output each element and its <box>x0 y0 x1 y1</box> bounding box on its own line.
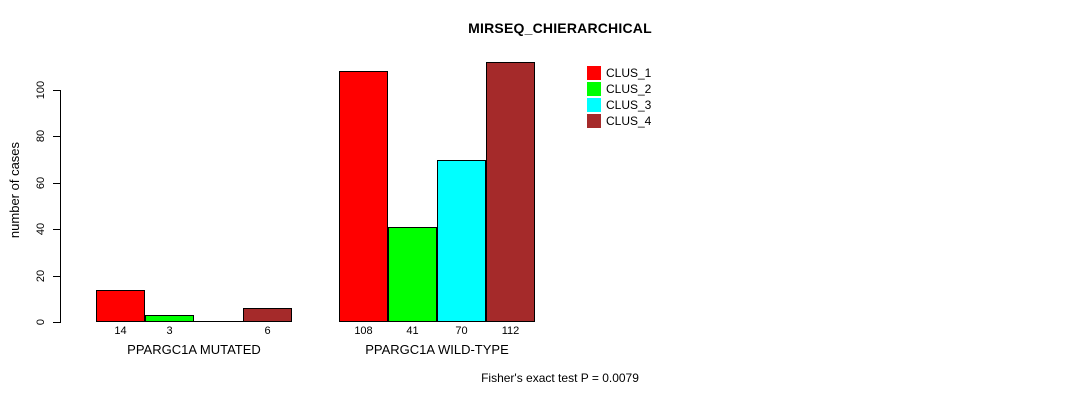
legend-label: CLUS_2 <box>606 82 652 96</box>
y-axis-tick-label: 0 <box>35 318 47 326</box>
y-axis-line <box>60 90 61 323</box>
y-axis-tick-label: 40 <box>35 223 47 236</box>
bar <box>243 308 292 322</box>
legend-item: CLUS_4 <box>587 113 651 129</box>
bar-value-label: 41 <box>406 325 419 337</box>
chart-title: MIRSEQ_CHIERARCHICAL <box>468 20 652 36</box>
legend-item: CLUS_3 <box>587 97 651 113</box>
legend-swatch-clus_3 <box>587 98 601 112</box>
legend-label: CLUS_4 <box>606 114 652 128</box>
legend-swatch-clus_1 <box>587 66 601 80</box>
y-axis-tick-label: 60 <box>35 176 47 189</box>
y-axis-tick <box>53 275 60 277</box>
fisher-test-annotation: Fisher's exact test P = 0.0079 <box>481 371 639 385</box>
bar-value-label: 14 <box>114 325 127 337</box>
bar-value-label: 112 <box>501 325 520 337</box>
y-axis-tick <box>53 136 60 138</box>
y-axis-tick <box>53 322 60 323</box>
legend-swatch-clus_4 <box>587 114 601 128</box>
y-axis-label: number of cases <box>7 141 22 239</box>
y-axis-tick-label: 100 <box>35 80 47 100</box>
legend-item: CLUS_1 <box>587 65 651 81</box>
bar-value-label: 3 <box>166 325 173 337</box>
bar <box>437 159 486 322</box>
group-label: PPARGC1A MUTATED <box>127 342 261 357</box>
y-axis-tick <box>53 90 60 91</box>
bar <box>388 226 437 322</box>
y-axis-tick-label: 80 <box>35 130 47 143</box>
y-axis-tick-label: 20 <box>35 269 47 282</box>
bar-value-label: 108 <box>354 325 373 337</box>
legend-label: CLUS_1 <box>606 66 652 80</box>
y-axis-tick <box>53 182 60 184</box>
zero-height-bar <box>194 321 243 322</box>
bar-value-label: 70 <box>455 325 468 337</box>
bar <box>486 62 535 322</box>
bar-value-label: 6 <box>264 325 271 337</box>
bar <box>96 289 145 322</box>
group-label: PPARGC1A WILD-TYPE <box>365 342 509 357</box>
legend-label: CLUS_3 <box>606 98 652 112</box>
legend-swatch-clus_2 <box>587 82 601 96</box>
bar <box>145 315 194 322</box>
y-axis-tick <box>53 229 60 231</box>
legend-item: CLUS_2 <box>587 81 651 97</box>
bar <box>339 71 388 322</box>
